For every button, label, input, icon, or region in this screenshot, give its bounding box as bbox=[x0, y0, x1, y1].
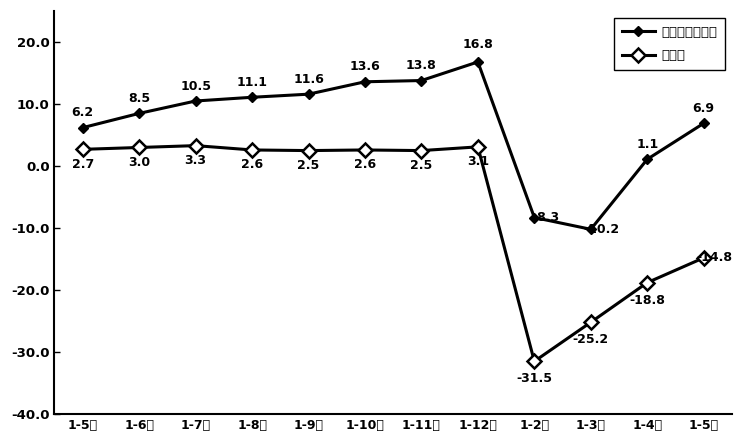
Text: -8.3: -8.3 bbox=[532, 211, 559, 224]
电子信息制造业 bbox=[135, 111, 144, 116]
电子信息制造业 bbox=[643, 157, 652, 162]
Text: 2.7: 2.7 bbox=[72, 158, 94, 171]
制造业 bbox=[304, 148, 313, 153]
Text: 3.0: 3.0 bbox=[128, 156, 150, 169]
制造业 bbox=[473, 144, 482, 150]
电子信息制造业 bbox=[473, 59, 482, 65]
Text: 1.1: 1.1 bbox=[636, 138, 658, 151]
Legend: 电子信息制造业, 制造业: 电子信息制造业, 制造业 bbox=[614, 18, 726, 70]
Text: 13.8: 13.8 bbox=[406, 59, 437, 72]
Text: 2.5: 2.5 bbox=[298, 159, 319, 172]
电子信息制造业 bbox=[79, 125, 88, 130]
Text: 8.5: 8.5 bbox=[128, 92, 150, 105]
电子信息制造业 bbox=[248, 95, 257, 100]
Text: 10.5: 10.5 bbox=[180, 80, 211, 93]
制造业 bbox=[135, 145, 144, 150]
Text: 2.6: 2.6 bbox=[354, 158, 376, 171]
制造业 bbox=[417, 148, 426, 153]
Text: 11.1: 11.1 bbox=[236, 76, 268, 89]
电子信息制造业 bbox=[417, 78, 426, 83]
制造业 bbox=[643, 280, 652, 285]
Text: 2.6: 2.6 bbox=[241, 158, 263, 171]
制造业 bbox=[191, 143, 200, 148]
制造业 bbox=[79, 147, 88, 152]
电子信息制造业 bbox=[361, 79, 370, 85]
制造业 bbox=[530, 359, 539, 364]
Text: 6.9: 6.9 bbox=[693, 102, 714, 115]
Text: -10.2: -10.2 bbox=[584, 223, 620, 236]
Line: 电子信息制造业: 电子信息制造业 bbox=[79, 58, 708, 233]
Text: 13.6: 13.6 bbox=[349, 60, 380, 74]
Text: -31.5: -31.5 bbox=[516, 373, 552, 385]
制造业 bbox=[361, 148, 370, 153]
电子信息制造业 bbox=[699, 120, 708, 126]
电子信息制造业 bbox=[586, 227, 595, 232]
Text: 3.1: 3.1 bbox=[467, 155, 489, 168]
电子信息制造业 bbox=[530, 215, 539, 220]
制造业 bbox=[248, 148, 257, 153]
Text: 11.6: 11.6 bbox=[293, 73, 324, 86]
Text: 6.2: 6.2 bbox=[72, 106, 94, 119]
Text: 16.8: 16.8 bbox=[462, 38, 493, 51]
Text: 2.5: 2.5 bbox=[411, 159, 432, 172]
制造业 bbox=[699, 255, 708, 260]
电子信息制造业 bbox=[191, 98, 200, 104]
Text: -18.8: -18.8 bbox=[629, 294, 665, 307]
Text: -25.2: -25.2 bbox=[573, 334, 609, 346]
电子信息制造业 bbox=[304, 92, 313, 97]
Text: -14.8: -14.8 bbox=[697, 251, 733, 264]
Line: 制造业: 制造业 bbox=[78, 141, 708, 366]
制造业 bbox=[586, 320, 595, 325]
Text: 3.3: 3.3 bbox=[185, 154, 206, 167]
